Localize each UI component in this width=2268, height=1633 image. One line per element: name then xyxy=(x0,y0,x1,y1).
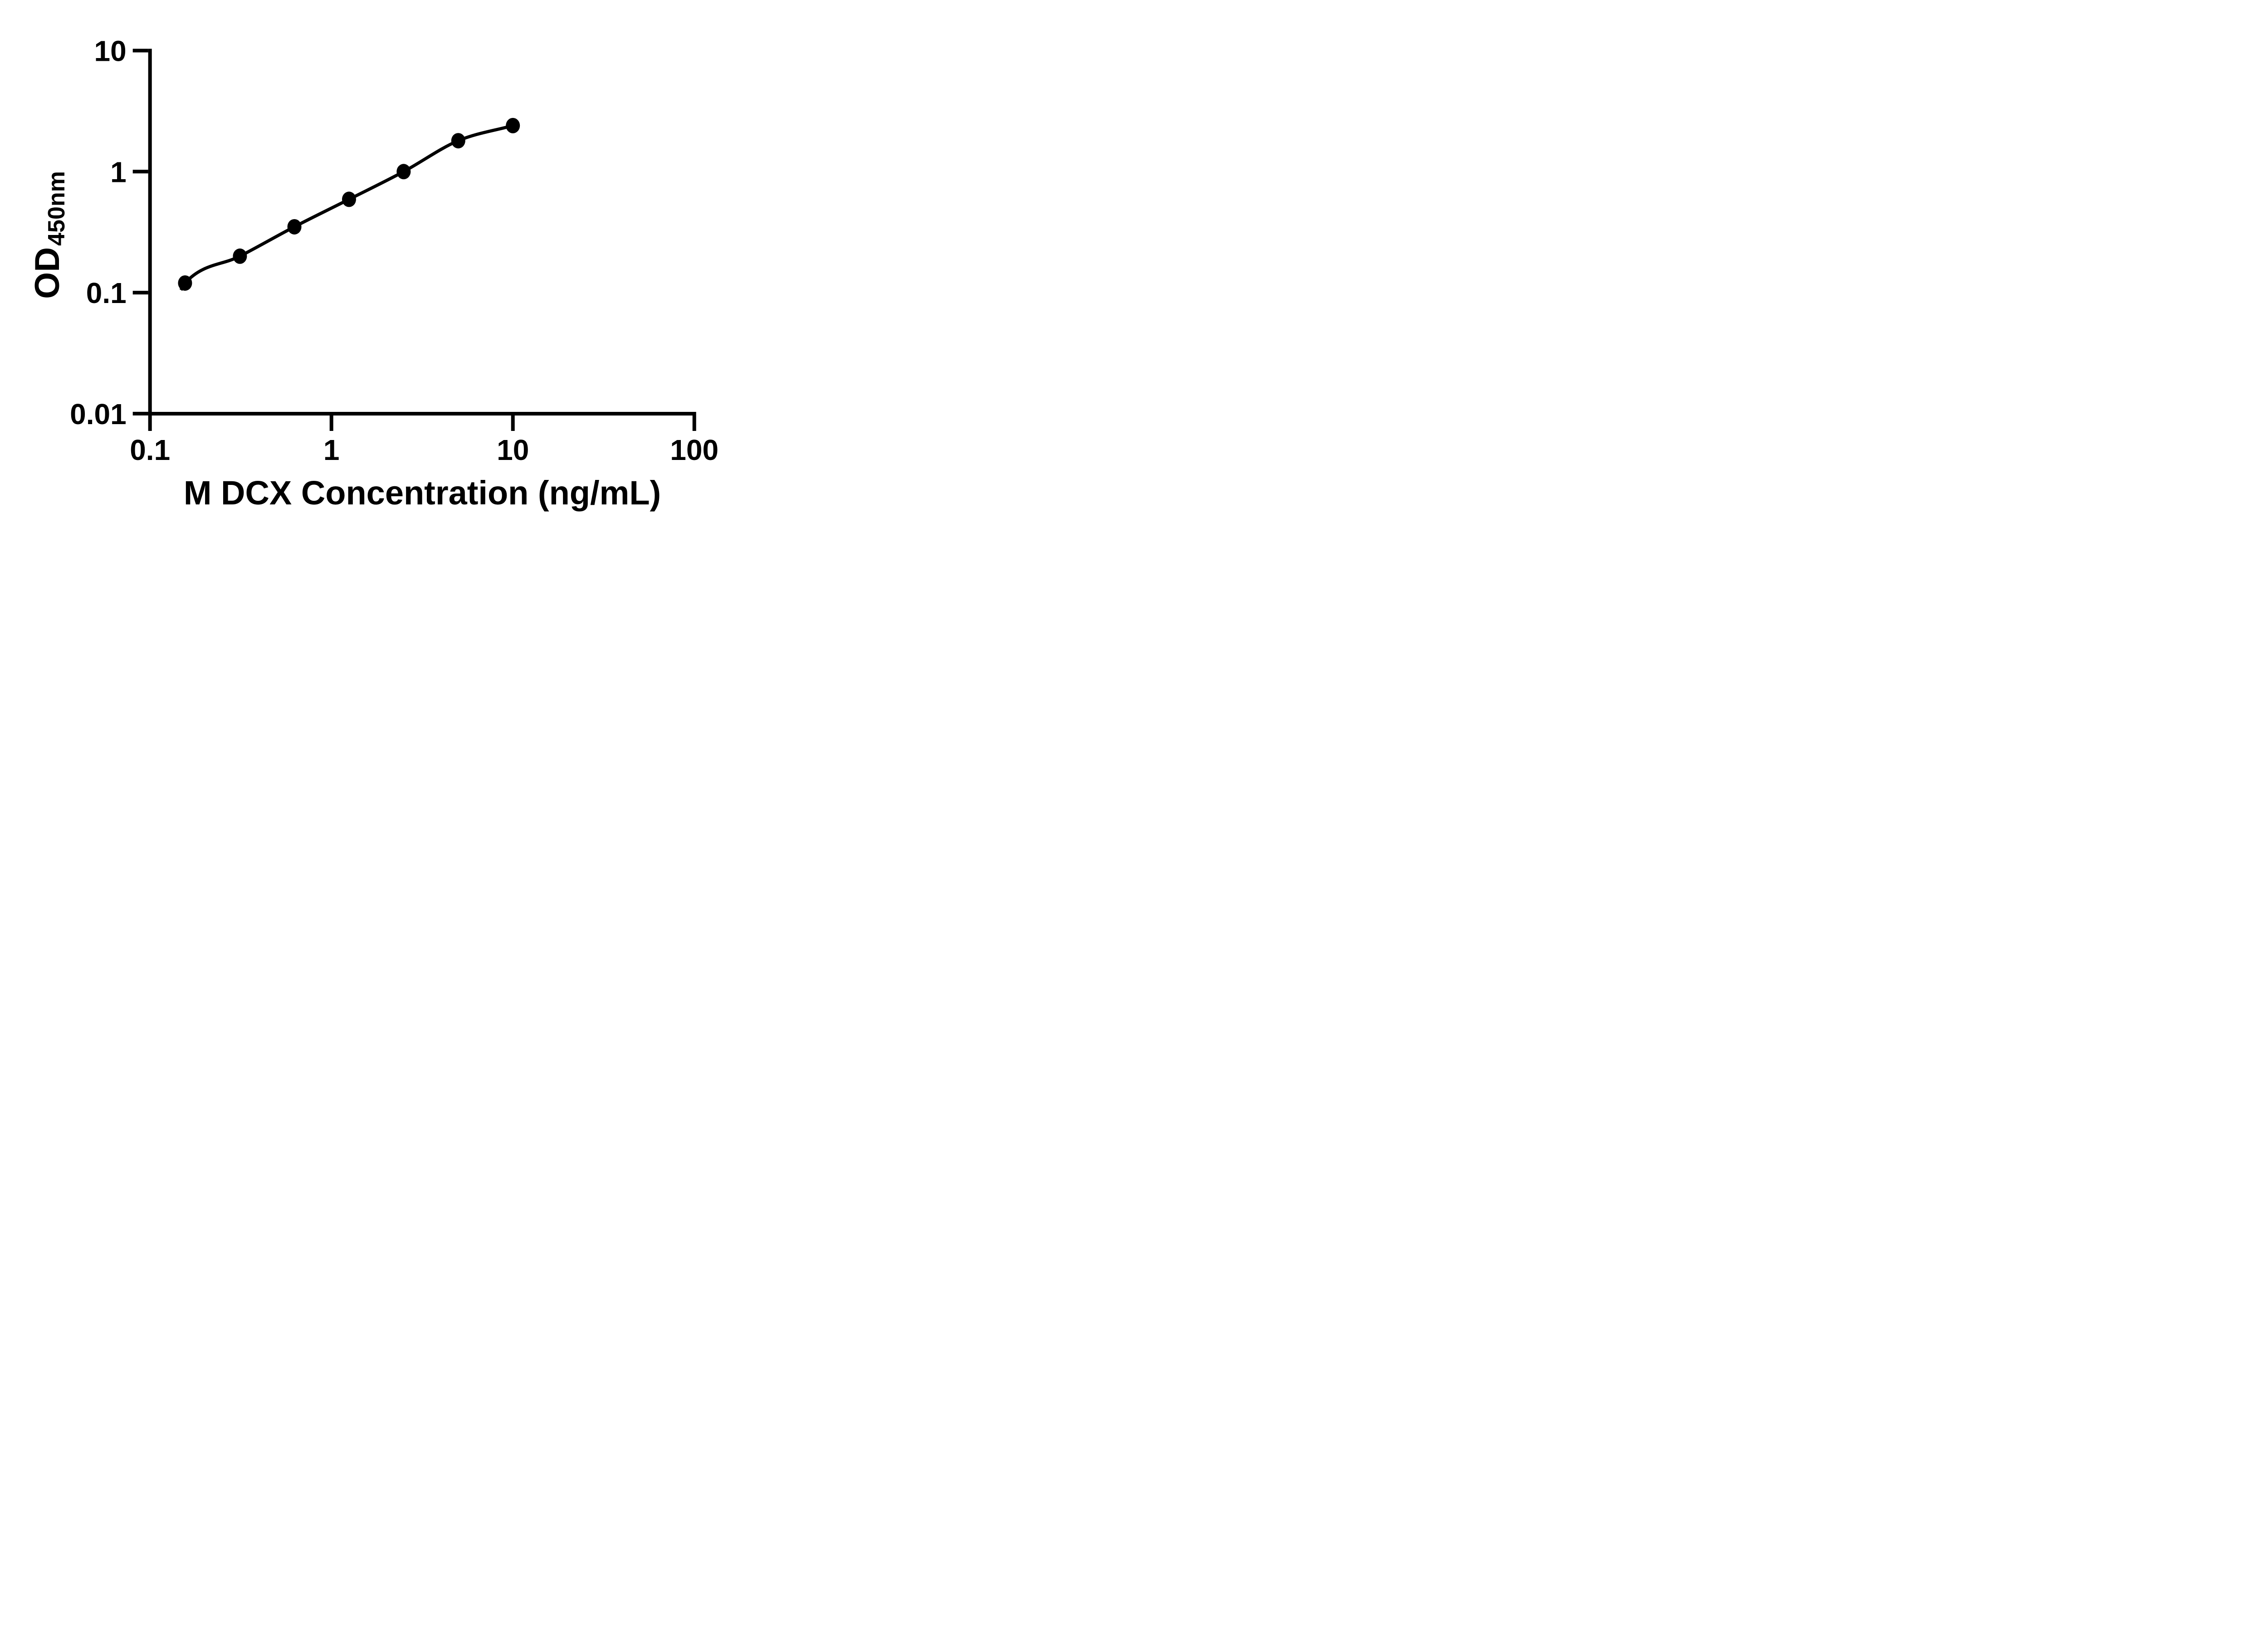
y-tick-label: 1 xyxy=(110,156,127,188)
data-point xyxy=(506,117,520,133)
data-point xyxy=(342,191,356,207)
x-tick-label: 100 xyxy=(670,434,719,466)
data-point xyxy=(451,133,465,149)
data-point xyxy=(287,219,302,235)
y-axis-title: OD450nm xyxy=(26,99,70,371)
elisa-standard-curve-figure: 10 1 0.1 0.01 0.1 1 10 100 OD450nm M DCX Concen… xyxy=(0,0,777,544)
y-tick-label: 0.1 xyxy=(86,277,127,309)
fit-curve-line xyxy=(179,124,513,291)
data-point xyxy=(233,248,247,264)
data-point xyxy=(396,164,411,180)
x-tick-label: 1 xyxy=(323,434,340,466)
y-axis-title-subscript: 450nm xyxy=(44,171,70,246)
x-axis-title: M DCX Concentration (ng/mL) xyxy=(183,474,661,512)
x-tick-label: 0.1 xyxy=(130,434,170,466)
data-point xyxy=(178,275,192,291)
y-tick-label: 0.01 xyxy=(70,398,127,430)
y-axis-title-main: OD xyxy=(28,247,67,299)
y-tick-label: 10 xyxy=(94,35,127,68)
x-tick-label: 10 xyxy=(497,434,529,466)
